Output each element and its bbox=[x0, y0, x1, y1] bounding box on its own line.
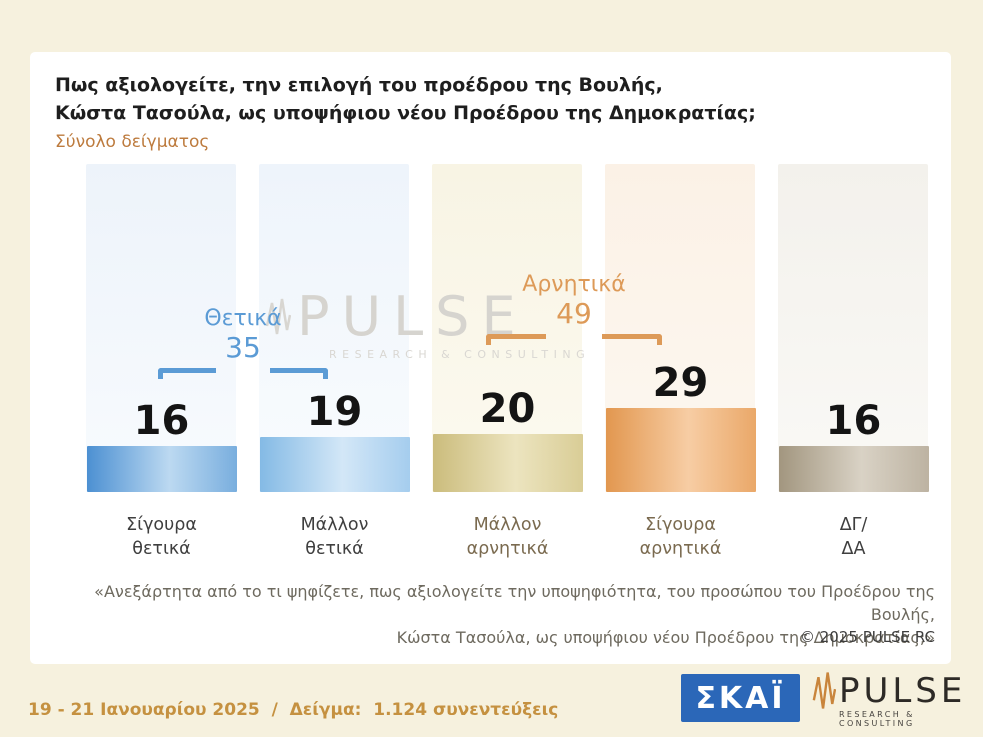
column-background-band bbox=[778, 164, 928, 492]
bracket-line bbox=[486, 333, 662, 347]
waveform-icon bbox=[812, 672, 836, 709]
bar-value-label: 16 bbox=[133, 397, 190, 444]
bar-value-label: 20 bbox=[479, 386, 536, 432]
copyright-text: © 2025 PULSE RC bbox=[799, 628, 935, 646]
skai-logo: ΣΚΑΪ bbox=[681, 674, 800, 722]
bar bbox=[259, 436, 410, 492]
bar-value-label: 29 bbox=[652, 359, 709, 406]
survey-question-footnote: «Ανεξάρτητα από το τι ψηφίζετε, πως αξιο… bbox=[30, 580, 935, 650]
column-background-band bbox=[86, 164, 236, 492]
watermark-row: PULSE bbox=[265, 290, 590, 344]
pulse-watermark: PULSE RESEARCH & CONSULTING bbox=[265, 290, 590, 361]
bar-value-label: 19 bbox=[306, 388, 363, 435]
skai-logo-text: ΣΚΑΪ bbox=[695, 680, 786, 716]
bracket-segment-left bbox=[158, 367, 216, 379]
group-value-positive: 35 bbox=[225, 331, 261, 365]
group-value-negative: 49 bbox=[556, 297, 592, 331]
pulse-logo-text-block: PULSE RESEARCH & CONSULTING bbox=[839, 668, 983, 728]
pulse-logo-text: PULSE bbox=[838, 671, 967, 711]
group-bracket-positive: Θετικά 35 bbox=[158, 306, 328, 381]
bracket-segment-right bbox=[270, 367, 328, 379]
category-label: Σίγουρα αρνητικά bbox=[639, 515, 722, 559]
page-title: Πως αξιολογείτε, την επιλογή του προέδρο… bbox=[55, 72, 756, 127]
pulse-logo-subtext: RESEARCH & CONSULTING bbox=[838, 710, 915, 728]
chart-card: Πως αξιολογείτε, την επιλογή του προέδρο… bbox=[30, 52, 951, 664]
watermark-text: PULSE bbox=[297, 285, 528, 348]
bracket-line bbox=[158, 367, 328, 381]
bar bbox=[432, 434, 583, 492]
category-labels-row: Σίγουρα θετικά Μάλλον θετικά Μάλλον αρνητι… bbox=[75, 514, 940, 561]
bar bbox=[778, 445, 929, 492]
category-label: ΔΓ/ ΔΑ bbox=[839, 515, 868, 559]
chart-column: 20 bbox=[421, 164, 594, 492]
watermark-subtext: RESEARCH & CONSULTING bbox=[329, 348, 591, 361]
chart-column: 16 bbox=[75, 164, 248, 492]
bar bbox=[605, 407, 756, 492]
category-label: Μάλλον αρνητικά bbox=[466, 515, 549, 559]
chart-column: 29 bbox=[594, 164, 767, 492]
bracket-segment-right bbox=[602, 333, 662, 345]
chart-column: 19 bbox=[248, 164, 421, 492]
category-label: Σίγουρα θετικά bbox=[126, 515, 197, 559]
bracket-segment-left bbox=[486, 333, 546, 345]
title-line-2: Κώστα Τασούλα, ως υποψήφιου νέου Προέδρο… bbox=[55, 101, 756, 124]
bar-value-label: 16 bbox=[825, 397, 882, 444]
bar-chart: 16 19 20 29 16 bbox=[75, 164, 940, 492]
sample-subtitle: Σύνολο δείγματος bbox=[55, 132, 210, 152]
group-bracket-negative: Αρνητικά 49 bbox=[486, 272, 662, 347]
survey-date-sample-info: 19 - 21 Ιανουαρίου 2025 / Δείγμα: 1.124 … bbox=[28, 700, 559, 720]
bar bbox=[86, 445, 237, 492]
category-label: Μάλλον θετικά bbox=[300, 515, 369, 559]
footnote-line-1: «Ανεξάρτητα από το τι ψηφίζετε, πως αξιο… bbox=[94, 582, 935, 625]
footnote-line-2: Κώστα Τασούλα, ως υποψήφιου νέου Προέδρο… bbox=[396, 628, 935, 648]
waveform-icon bbox=[265, 298, 291, 335]
group-label-positive: Θετικά bbox=[204, 306, 282, 331]
title-line-1: Πως αξιολογείτε, την επιλογή του προέδρο… bbox=[55, 74, 663, 96]
chart-column: 16 bbox=[767, 164, 940, 492]
group-label-negative: Αρνητικά bbox=[522, 272, 626, 297]
pulse-logo: PULSE RESEARCH & CONSULTING bbox=[812, 668, 983, 728]
